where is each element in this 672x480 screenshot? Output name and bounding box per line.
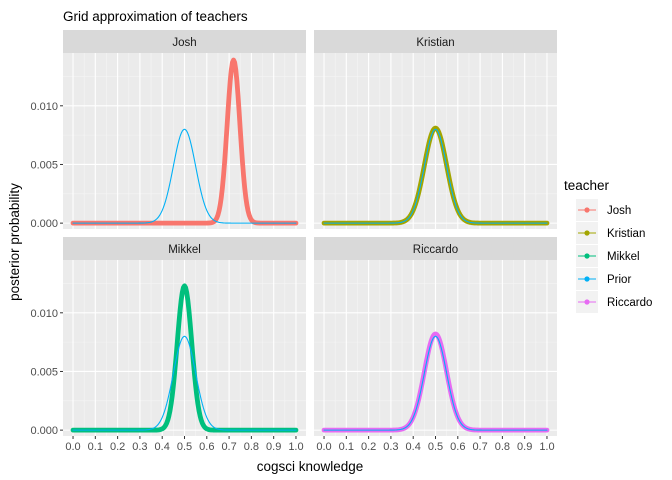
x-tick-label: 0.0 (316, 441, 331, 453)
facet-panel-josh: Josh (63, 30, 306, 229)
x-tick-label: 0.1 (88, 441, 103, 453)
x-tick-label: 0.2 (361, 441, 376, 453)
legend-item-josh: Josh (576, 199, 631, 221)
x-tick-label: 0.9 (517, 441, 532, 453)
y-tick-label: 0.005 (30, 366, 58, 378)
facet-strip-label: Josh (172, 37, 196, 49)
legend-label: Josh (607, 205, 631, 217)
x-tick-label: 0.8 (495, 441, 510, 453)
facet-strip (314, 237, 557, 260)
x-tick-label: 0.3 (132, 441, 147, 453)
series-line-prior (323, 335, 548, 431)
legend-item-kristian: Kristian (576, 222, 645, 244)
series-line-prior (72, 128, 297, 224)
x-tick-label: 0.6 (450, 441, 465, 453)
x-tick-label: 0.5 (428, 441, 443, 453)
y-axis-title: posterior probability (7, 183, 22, 301)
series-line-prior (72, 335, 297, 431)
x-axes: 0.0 0.1 0.2 0.3 0.4 0.5 0.6 0.7 0.8 0.9 1.0 0.0 0.1 0… (65, 436, 555, 453)
legend-item-riccardo: Riccardo (576, 291, 652, 313)
facet-panel-kristian: Kristian (314, 30, 557, 229)
x-tick-label: 0.5 (177, 441, 192, 453)
facet-strip-label: Riccardo (413, 244, 458, 256)
legend-key-point (584, 253, 590, 259)
facet-strip (314, 30, 557, 53)
facet-panel-mikkel: Mikkel (63, 237, 306, 436)
legend-title: teacher (564, 178, 610, 193)
legend-key-point (584, 276, 590, 282)
facet-strip-label: Kristian (416, 37, 454, 49)
series-line-prior (323, 128, 548, 224)
y-tick-label: 0.000 (30, 425, 58, 437)
x-tick-label: 0.8 (244, 441, 259, 453)
x-tick-label: 0.2 (110, 441, 125, 453)
legend-label: Prior (607, 274, 631, 286)
y-tick-label: 0.010 (30, 101, 58, 113)
legend-label: Kristian (607, 228, 645, 240)
x-tick-label: 0.0 (65, 441, 80, 453)
legend: teacher Josh Kristian Mikkel Prior Riccardo (564, 178, 652, 313)
x-axis-title: cogsci knowledge (257, 459, 364, 474)
y-tick-label: 0.000 (30, 218, 58, 230)
legend-key-point (584, 299, 590, 305)
legend-key-point (584, 230, 590, 236)
facet-strip (63, 30, 306, 53)
y-axes: 0.000 0.005 0.010 0.000 0.005 0.010 (30, 101, 63, 437)
x-tick-label: 0.6 (199, 441, 214, 453)
x-tick-label: 0.4 (155, 441, 170, 453)
y-tick-label: 0.005 (30, 159, 58, 171)
facet-panel-riccardo: Riccardo (314, 237, 557, 436)
legend-label: Riccardo (607, 297, 652, 309)
x-tick-label: 0.1 (339, 441, 354, 453)
x-tick-label: 0.4 (406, 441, 421, 453)
legend-item-prior: Prior (576, 268, 631, 290)
x-tick-label: 0.9 (266, 441, 281, 453)
y-tick-label: 0.010 (30, 308, 58, 320)
facet-strip (63, 237, 306, 260)
x-tick-label: 0.7 (221, 441, 236, 453)
x-tick-label: 0.3 (383, 441, 398, 453)
legend-item-mikkel: Mikkel (576, 245, 640, 267)
x-tick-label: 0.7 (472, 441, 487, 453)
facet-panels: Josh Kristian Mikkel Riccardo (63, 30, 557, 436)
facet-strip-label: Mikkel (168, 244, 201, 256)
legend-key-point (584, 207, 590, 213)
x-tick-label: 1.0 (539, 441, 554, 453)
chart-title: Grid approximation of teachers (63, 9, 248, 24)
x-tick-label: 1.0 (288, 441, 303, 453)
legend-label: Mikkel (607, 251, 640, 263)
